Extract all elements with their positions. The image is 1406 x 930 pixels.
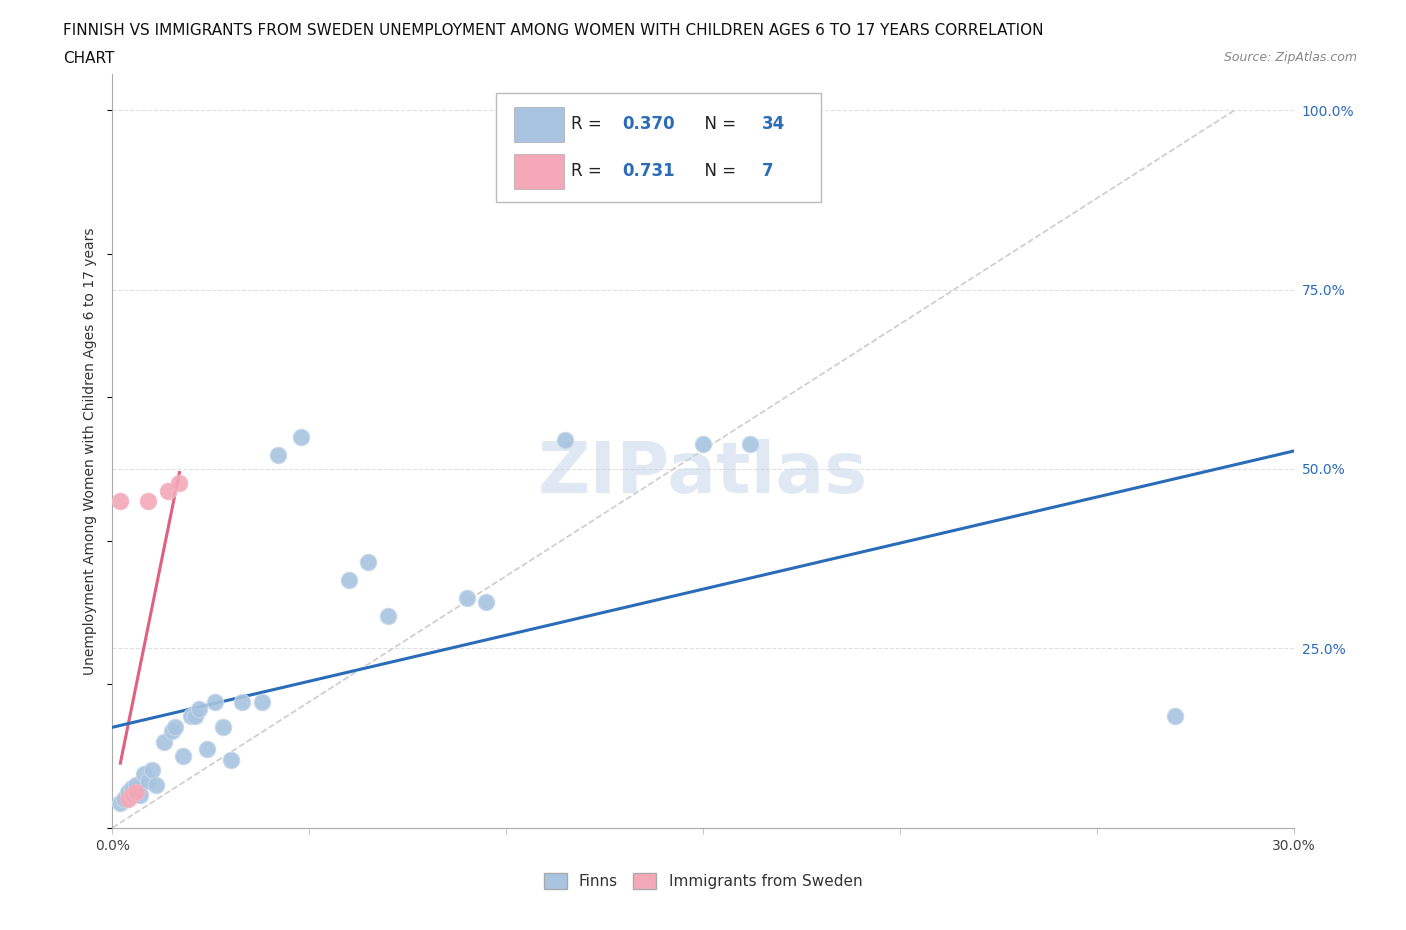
Point: [250, 695, 273, 710]
Point: [125, 784, 148, 799]
Point: [129, 788, 152, 803]
Point: [456, 591, 478, 605]
Point: [121, 788, 143, 803]
Text: 34: 34: [762, 115, 786, 134]
Text: 0.731: 0.731: [623, 162, 675, 180]
Point: [554, 432, 576, 447]
Point: [184, 709, 207, 724]
Point: [740, 436, 762, 451]
Text: R =: R =: [571, 162, 612, 180]
Point: [141, 763, 163, 777]
Point: [112, 791, 135, 806]
Point: [290, 430, 312, 445]
Point: [117, 791, 139, 806]
Point: [172, 749, 194, 764]
Point: [231, 695, 253, 710]
Point: [195, 741, 218, 756]
Text: Source: ZipAtlas.com: Source: ZipAtlas.com: [1223, 51, 1357, 64]
Point: [219, 752, 242, 767]
FancyBboxPatch shape: [496, 93, 821, 203]
Point: [110, 494, 132, 509]
Text: 7: 7: [762, 162, 773, 180]
Text: FINNISH VS IMMIGRANTS FROM SWEDEN UNEMPLOYMENT AMONG WOMEN WITH CHILDREN AGES 6 : FINNISH VS IMMIGRANTS FROM SWEDEN UNEMPL…: [63, 23, 1043, 38]
Point: [132, 766, 155, 781]
Point: [152, 734, 174, 749]
Text: R =: R =: [571, 115, 607, 134]
Legend: Finns, Immigrants from Sweden: Finns, Immigrants from Sweden: [537, 867, 869, 896]
Point: [204, 695, 226, 710]
Point: [475, 594, 498, 609]
Point: [188, 702, 211, 717]
Point: [117, 784, 139, 799]
Point: [110, 795, 132, 810]
Point: [169, 476, 191, 491]
Text: ZIPatlas: ZIPatlas: [538, 439, 868, 508]
FancyBboxPatch shape: [515, 107, 564, 141]
Point: [165, 720, 187, 735]
Point: [267, 447, 290, 462]
Text: N =: N =: [693, 162, 747, 180]
Point: [125, 777, 148, 792]
Point: [1164, 709, 1187, 724]
Point: [145, 777, 167, 792]
Point: [211, 720, 233, 735]
Text: 0.370: 0.370: [623, 115, 675, 134]
Point: [121, 781, 143, 796]
Point: [337, 573, 360, 588]
Point: [136, 774, 159, 789]
Y-axis label: Unemployment Among Women with Children Ages 6 to 17 years: Unemployment Among Women with Children A…: [83, 227, 97, 675]
Point: [160, 724, 183, 738]
Point: [692, 436, 714, 451]
Point: [156, 483, 179, 498]
Point: [180, 709, 202, 724]
FancyBboxPatch shape: [515, 153, 564, 189]
Point: [136, 494, 159, 509]
Text: CHART: CHART: [63, 51, 115, 66]
Text: N =: N =: [693, 115, 741, 134]
Point: [377, 608, 399, 623]
Point: [357, 555, 380, 570]
